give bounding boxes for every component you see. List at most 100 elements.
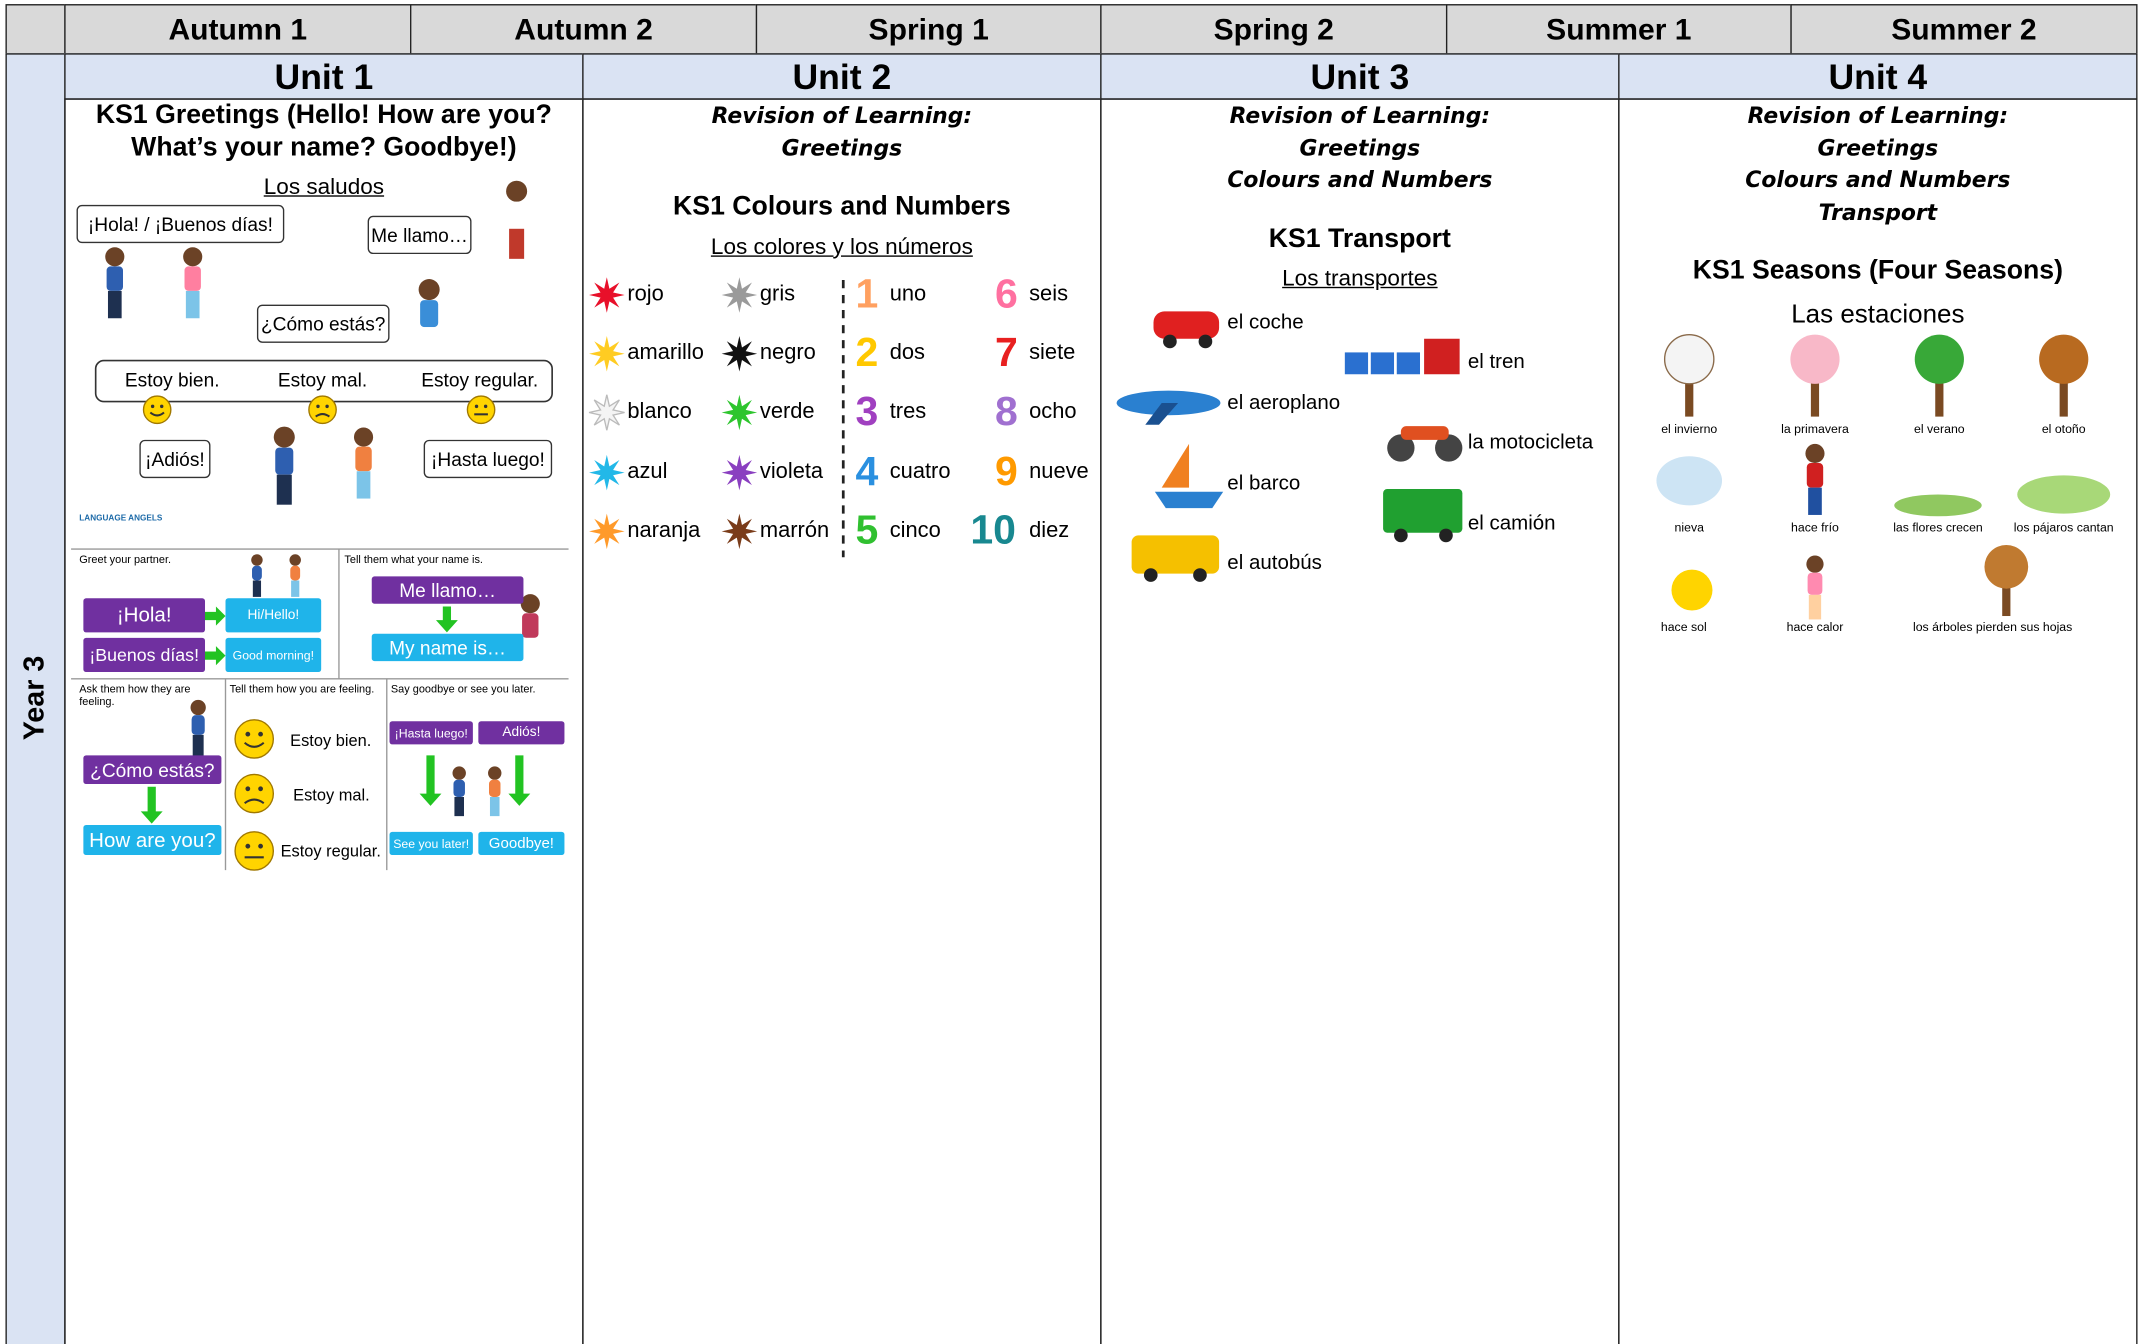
smiley-eye — [245, 843, 251, 849]
person-legs — [276, 474, 292, 505]
person-legs — [523, 637, 538, 666]
worksheet-label: ¡Hasta luego! — [389, 721, 473, 745]
scene-label: ¡Hola! / ¡Buenos días! — [76, 204, 285, 244]
arrow — [205, 646, 226, 666]
train-car — [1396, 352, 1421, 375]
number-word: siete — [1029, 341, 1076, 365]
smiley-eye — [245, 786, 251, 792]
wheel — [1439, 528, 1453, 543]
season-word: el otoño — [2041, 422, 2086, 436]
number-word: diez — [1029, 519, 1070, 543]
person-body — [420, 300, 439, 328]
train-car — [1344, 352, 1369, 375]
wheel — [1193, 568, 1207, 582]
season-word: los pájaros cantan — [2013, 520, 2114, 535]
colour-word: rojo — [627, 282, 664, 306]
tree-trunk — [2002, 566, 2011, 617]
smiley-eye — [150, 404, 155, 409]
sun — [1671, 569, 1713, 611]
smiley-mouth — [244, 798, 265, 804]
person-legs — [1808, 594, 1822, 620]
transport-word: el camión — [1467, 511, 1556, 535]
colour-splat — [589, 454, 625, 491]
unit-heading: What’s your name? Goodbye!) — [131, 131, 517, 162]
term-header: Summer 1 — [1445, 4, 1792, 55]
person-body — [1806, 463, 1824, 488]
worksheet-label: ¡Hola! — [83, 598, 206, 633]
worksheet-label: Goodbye! — [478, 831, 565, 856]
person-head — [353, 427, 374, 447]
unit-header: Unit 2 — [582, 53, 1102, 100]
motorbike — [1400, 426, 1449, 440]
logo: LANGUAGE ANGELS — [79, 514, 163, 524]
numeral: 6 — [994, 271, 1018, 317]
colour-splat — [721, 394, 758, 431]
unit-header: Unit 4 — [1618, 53, 2138, 100]
smiley-eye — [316, 404, 320, 409]
season-word: hace sol — [1660, 620, 1707, 634]
wheel — [1435, 434, 1463, 462]
term-header: Autumn 1 — [64, 4, 412, 55]
colour-splat — [589, 513, 625, 550]
smiley-eye — [258, 843, 263, 849]
wheel — [1143, 568, 1158, 582]
person-body — [507, 201, 526, 229]
term-header: Spring 1 — [755, 4, 1102, 55]
person-head — [418, 279, 440, 301]
numeral: 4 — [855, 449, 879, 495]
numeral: 3 — [855, 389, 879, 435]
person-head — [452, 766, 466, 780]
colour-word: marrón — [759, 519, 830, 543]
boat-hull — [1154, 491, 1224, 509]
unit-heading: KS1 Greetings (Hello! How are you? — [95, 99, 552, 130]
person-legs — [252, 580, 262, 597]
person-legs — [509, 228, 525, 259]
colour-word: violeta — [759, 460, 824, 484]
number-word: ocho — [1029, 400, 1077, 424]
wheel — [1198, 334, 1213, 349]
person-legs — [185, 290, 200, 319]
person-body — [489, 779, 501, 798]
tree-trunk — [1935, 361, 1944, 417]
smiley — [142, 395, 172, 425]
numeral: 5 — [855, 508, 879, 554]
person-head — [273, 426, 295, 448]
colour-splat — [589, 277, 625, 313]
number-word: uno — [889, 282, 927, 306]
term-header: Summer 2 — [1790, 4, 2138, 55]
smiley — [234, 831, 275, 871]
wheel — [1387, 434, 1415, 462]
person-legs — [489, 797, 500, 817]
person-head — [1805, 443, 1825, 464]
birds — [2017, 475, 2111, 514]
wheel — [1394, 528, 1408, 543]
person-legs — [192, 734, 204, 757]
arrow — [508, 755, 531, 806]
worksheet-label: ¿Cómo estás? — [83, 755, 222, 785]
unit-header: Unit 1 — [64, 53, 584, 100]
person-body — [355, 446, 372, 472]
worksheet-label: Adiós! — [478, 721, 565, 745]
colour-splat — [588, 394, 625, 431]
arrow — [435, 606, 458, 633]
person-legs — [291, 580, 300, 597]
unit-header: Unit 3 — [1100, 53, 1620, 100]
year-cell: Year 3 — [5, 53, 66, 1344]
colour-splat — [721, 513, 758, 550]
person-legs — [454, 797, 464, 817]
plane-wing — [1145, 402, 1179, 425]
revision-line: Greetings — [1299, 134, 1421, 161]
transport-word: el coche — [1227, 310, 1304, 334]
number-word: cuatro — [889, 460, 951, 484]
revision-line: Colours and Numbers — [1745, 166, 2011, 193]
colour-splat — [721, 277, 758, 313]
unit-heading: KS1 Colours and Numbers — [673, 191, 1011, 222]
scene-label: ¿Cómo estás? — [256, 304, 390, 343]
smiley-mouth — [315, 413, 330, 418]
train-car — [1370, 352, 1395, 375]
scene-label: Me llamo… — [367, 215, 472, 255]
unit-text: Revision of Learning: Greetings Colours an… — [1618, 100, 2137, 331]
unit-subheading: Los transportes — [1282, 266, 1438, 291]
season-word: hace frío — [1791, 520, 1839, 535]
